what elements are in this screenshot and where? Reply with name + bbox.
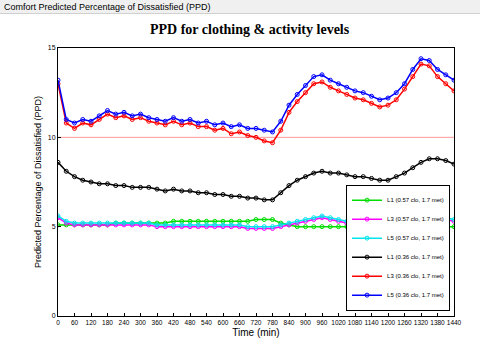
svg-text:360: 360 (152, 319, 163, 326)
svg-text:0: 0 (52, 312, 56, 319)
svg-text:1200: 1200 (381, 319, 396, 326)
html-text:Comfort Predicted Percentage o: Comfort Predicted Percentage of Dissatis… (4, 2, 211, 12)
svg-text:840: 840 (284, 319, 295, 326)
svg-text:780: 780 (267, 319, 278, 326)
svg-text:1140: 1140 (365, 319, 379, 326)
svg-text:540: 540 (201, 319, 212, 326)
svg-text:1440: 1440 (447, 319, 462, 326)
svg-text:5: 5 (52, 223, 56, 230)
svg-text:L5 (0.36 clo, 1.7 met): L5 (0.36 clo, 1.7 met) (387, 292, 444, 298)
svg-text:Time (min): Time (min) (232, 327, 279, 338)
svg-text:Predicted Percentage of Dissat: Predicted Percentage of Dissatisfied (PP… (33, 96, 43, 268)
svg-text:600: 600 (218, 319, 229, 326)
svg-text:180: 180 (102, 319, 113, 326)
svg-text:300: 300 (135, 319, 146, 326)
svg-text:1380: 1380 (430, 319, 445, 326)
svg-text:L5 (0.57 clo, 1.7 met): L5 (0.57 clo, 1.7 met) (387, 235, 444, 241)
svg-text:1320: 1320 (414, 319, 429, 326)
svg-text:PPD for clothing & activity le: PPD for clothing & activity levels (150, 22, 350, 37)
svg-text:660: 660 (234, 319, 245, 326)
svg-text:15: 15 (48, 44, 56, 51)
svg-text:L3 (0.36 clo, 1.7 met): L3 (0.36 clo, 1.7 met) (387, 273, 444, 279)
svg-text:240: 240 (119, 319, 130, 326)
svg-text:0: 0 (56, 319, 60, 326)
svg-text:L1 (0.57 clo, 1.7 met): L1 (0.57 clo, 1.7 met) (387, 197, 444, 203)
svg-text:420: 420 (168, 319, 179, 326)
svg-text:120: 120 (86, 319, 97, 326)
svg-text:L3 (0.57 clo, 1.7 met): L3 (0.57 clo, 1.7 met) (387, 216, 444, 222)
svg-text:1080: 1080 (348, 319, 363, 326)
svg-text:720: 720 (251, 319, 262, 326)
svg-text:60: 60 (71, 319, 79, 326)
svg-text:900: 900 (300, 319, 311, 326)
svg-text:1260: 1260 (397, 319, 412, 326)
svg-text:10: 10 (48, 134, 56, 141)
svg-text:L1 (0.36 clo, 1.7 met): L1 (0.36 clo, 1.7 met) (387, 254, 444, 260)
svg-text:480: 480 (185, 319, 196, 326)
svg-text:1020: 1020 (331, 319, 346, 326)
svg-text:960: 960 (317, 319, 328, 326)
